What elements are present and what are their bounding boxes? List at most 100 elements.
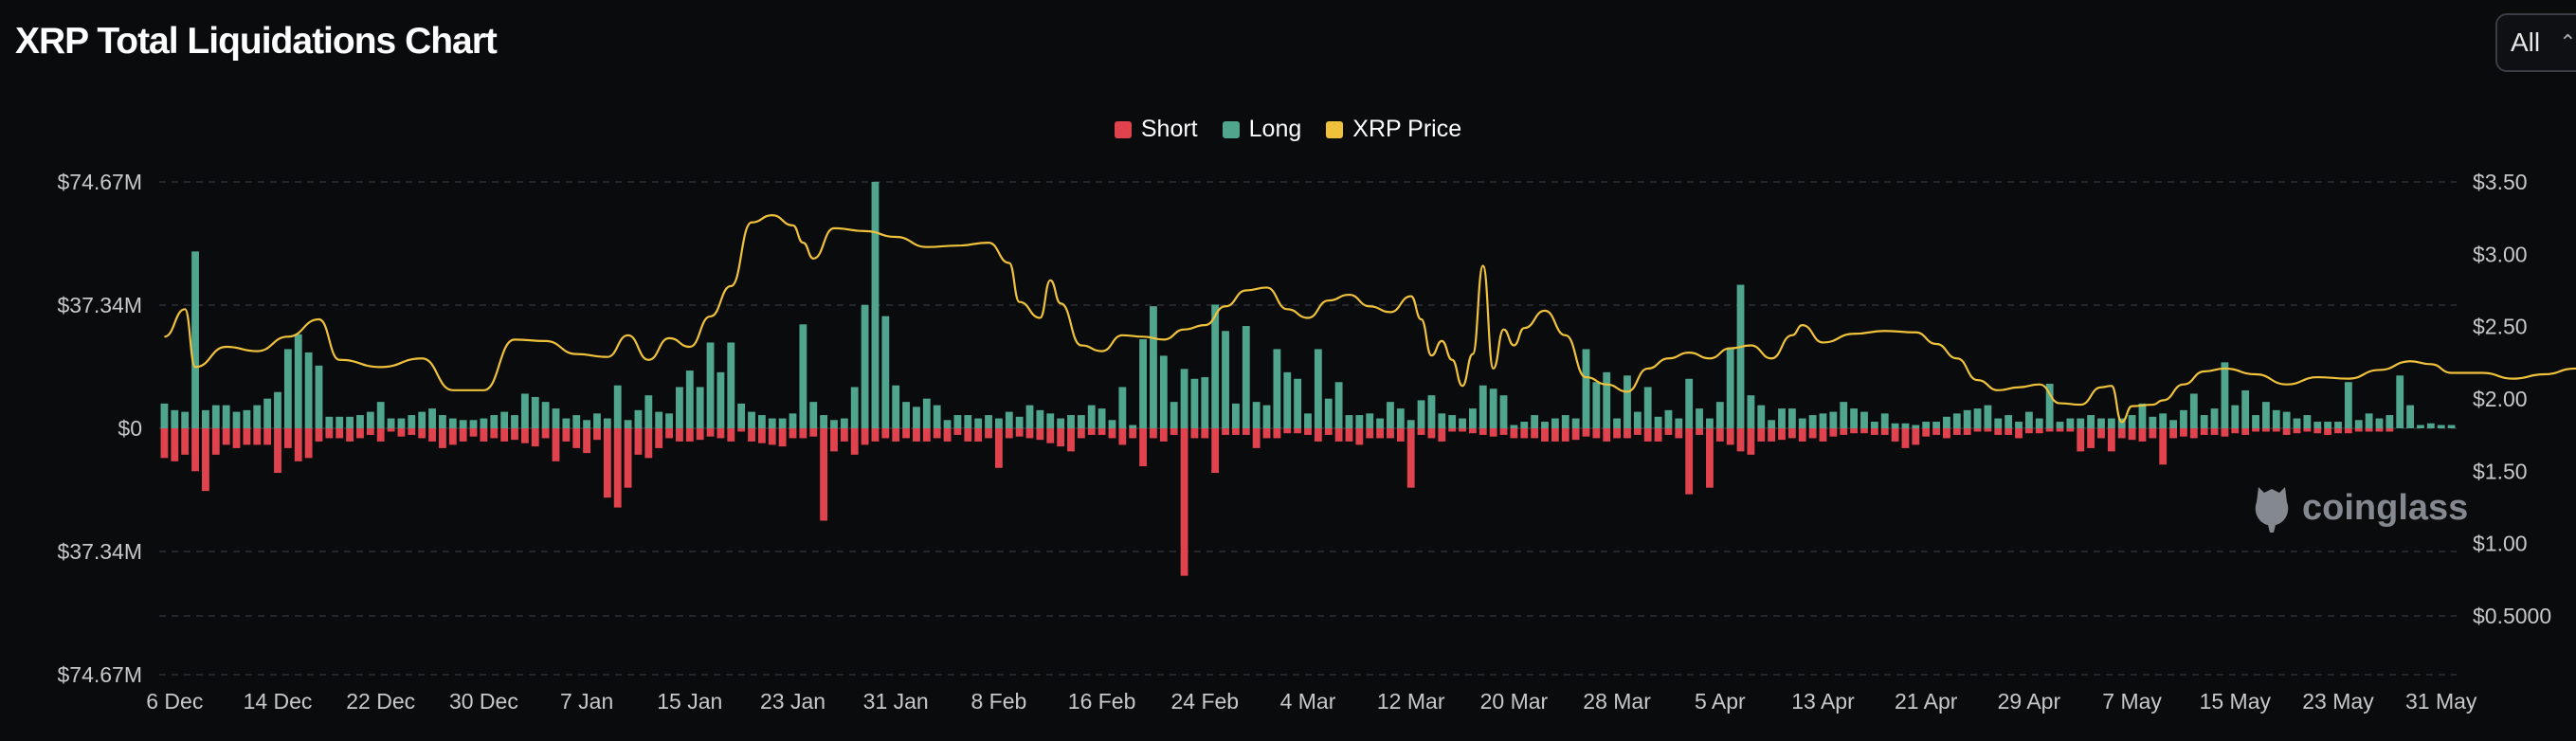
short-bar [1376,428,1385,439]
legend-item-long[interactable]: Long [1222,116,1301,143]
short-bar [1994,428,2003,435]
short-bar [315,428,323,442]
long-bar [1180,369,1188,428]
short-bar [1643,428,1652,442]
long-bar [809,402,818,428]
short-bar [469,428,478,437]
legend-item-xrp-price[interactable]: XRP Price [1326,116,1461,143]
long-bar [2077,418,2085,428]
short-bar [1159,428,1168,442]
long-bar [717,371,725,428]
long-bar [376,402,385,428]
long-bar [243,409,251,428]
short-bar [283,428,292,448]
x-tick-label: 13 Apr [1791,689,1855,714]
long-bar [2221,362,2229,428]
short-bar [768,428,776,445]
short-bar [2241,428,2250,435]
short-bar [1613,428,1622,439]
short-bar [263,428,272,445]
long-bar [2180,409,2187,428]
short-bar [1448,428,1457,432]
long-bar [1880,413,1889,428]
long-bar [861,304,869,428]
long-bar [1067,415,1075,428]
long-bar [2344,382,2352,428]
short-bar [757,428,766,443]
short-bar [2293,428,2301,434]
x-tick-label: 8 Feb [971,689,1026,714]
short-bar [789,428,797,439]
long-bar [2189,393,2198,428]
long-bar [511,415,518,428]
long-bar [1396,408,1405,428]
long-bar [490,415,499,428]
short-bar [1778,428,1786,441]
x-tick-label: 28 Mar [1583,689,1651,714]
short-bar [943,428,952,442]
short-bar [336,428,344,439]
x-tick-label: 22 Dec [346,689,415,714]
short-bar [520,428,529,443]
short-bar [1798,428,1806,442]
long-bar [1139,338,1147,428]
long-bar [1417,400,1425,428]
long-bar [665,413,673,428]
long-bar [1624,375,1631,428]
short-bar [171,428,179,461]
long-bar [2056,422,2064,428]
short-bar [706,428,715,437]
long-bar [922,398,931,428]
long-bar [366,411,374,428]
price-line [164,214,2576,424]
short-bar [1242,428,1250,435]
short-bar [2005,428,2013,435]
legend-label-price: XRP Price [1352,116,1462,142]
short-bar [2159,428,2168,465]
y-right-tick-label: $3.50 [2473,170,2528,194]
short-bar [1139,428,1147,467]
long-bar [1891,423,1899,428]
long-bar [572,415,581,428]
long-bar [2261,402,2270,428]
long-bar [171,409,179,428]
long-bar [1015,416,1024,428]
short-bar [2066,428,2075,432]
time-range-select[interactable]: All ⌃⌄ [2495,13,2576,72]
long-bar [2169,420,2177,428]
short-bar [222,428,230,445]
legend-item-short[interactable]: Short [1114,116,1198,143]
short-bar [1675,428,1683,439]
short-bar [2035,428,2043,434]
short-bar [1077,428,1085,439]
long-bar [913,407,920,428]
x-tick-label: 4 Mar [1280,689,1336,714]
long-bar [469,420,478,428]
long-bar [1675,418,1683,428]
coinglass-logo-icon [2255,487,2289,533]
x-tick-label: 15 May [2200,689,2272,714]
long-bar [1603,371,1611,428]
long-bar [1696,408,1703,428]
short-bar [1561,428,1569,442]
long-bar [2138,403,2147,428]
long-bar [356,415,364,428]
x-tick-label: 31 Jan [863,689,929,714]
short-bar [922,428,931,442]
short-bar [1973,428,1982,432]
short-bar [1531,428,1539,439]
long-bar [1376,418,1385,428]
short-bar [160,428,169,459]
long-bar [1963,409,1971,428]
long-bar [2437,425,2445,428]
long-bar [2241,389,2250,428]
long-bar [408,415,416,428]
chevron-updown-icon: ⌃⌄ [2559,30,2576,54]
short-bar [1180,428,1188,576]
long-bar [1170,402,1178,428]
short-bar [2344,428,2352,434]
long-bar [1984,405,1992,428]
long-bar [1582,349,1590,428]
long-bar [2015,422,2023,428]
